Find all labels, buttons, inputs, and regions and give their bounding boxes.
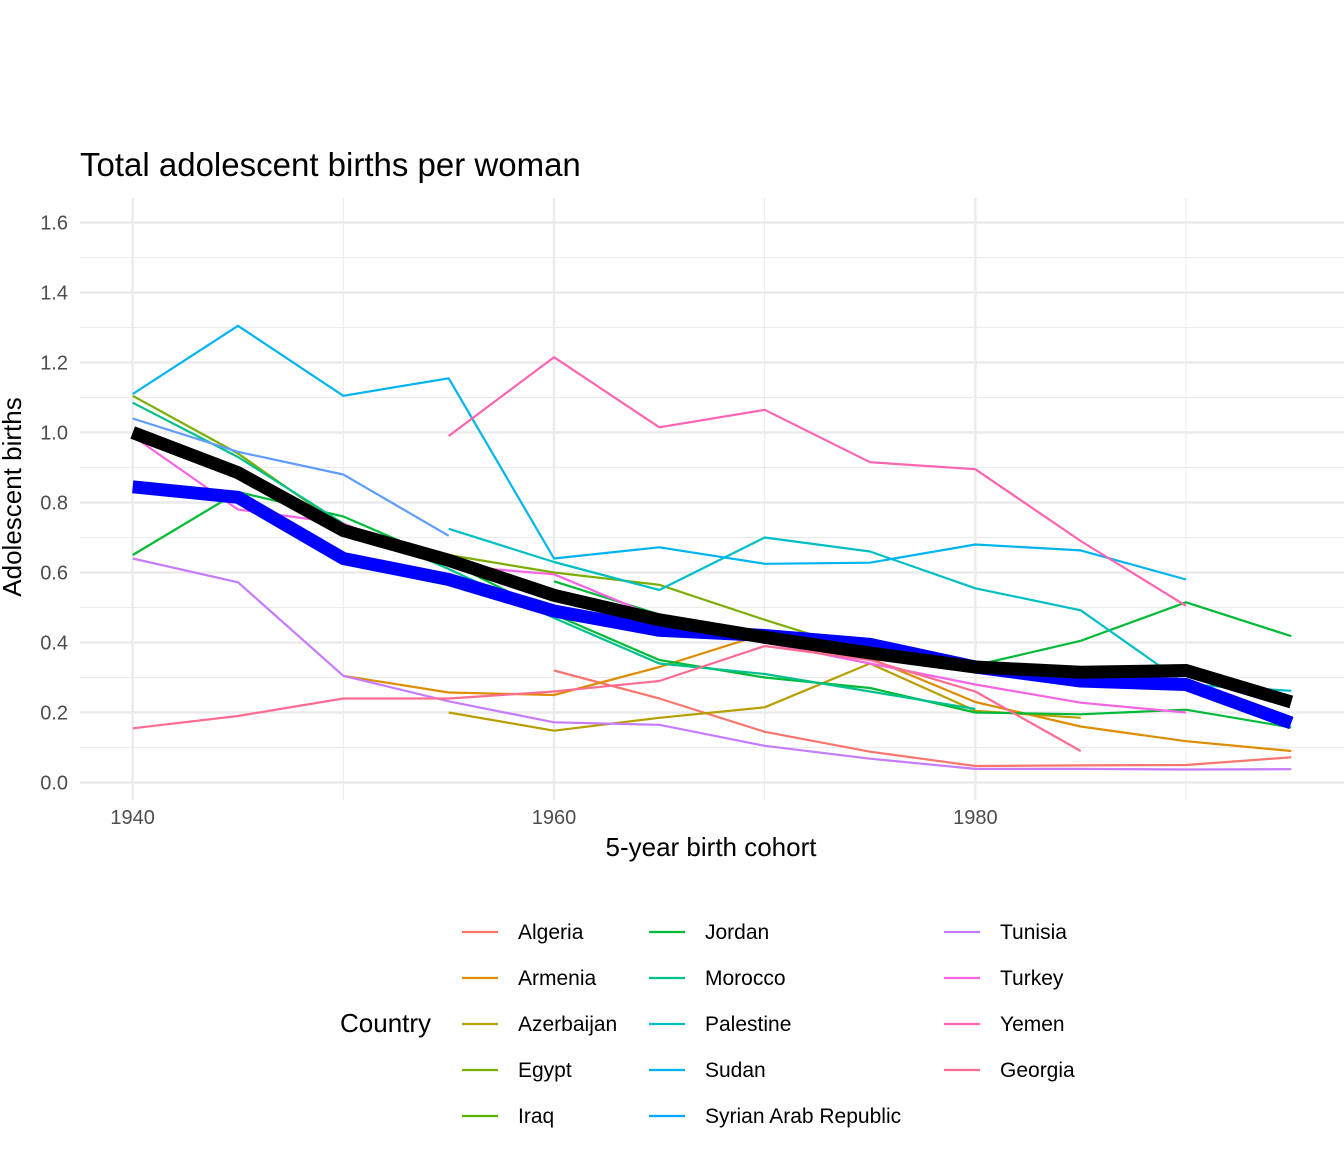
legend-item-turkey: Turkey <box>944 967 1064 990</box>
series-line-tunisia <box>132 557 1292 771</box>
y-tick-label: 1.0 <box>40 423 68 445</box>
legend-label-egypt: Egypt <box>518 1059 572 1082</box>
legend-item-tunisia: Tunisia <box>944 921 1067 944</box>
y-tick-label: 1.4 <box>40 283 68 305</box>
legend-label-armenia: Armenia <box>518 967 597 990</box>
legend-item-palestine: Palestine <box>649 1013 791 1036</box>
legend-item-azerbaijan: Azerbaijan <box>462 1013 617 1036</box>
series-line-algeria <box>553 669 1292 768</box>
legend-label-azerbaijan: Azerbaijan <box>518 1013 617 1036</box>
legend-label-algeria: Algeria <box>518 921 584 944</box>
y-tick-label: 1.6 <box>40 213 68 235</box>
series-line-syrian-arab-republic <box>132 417 450 537</box>
legend-item-sudan: Sudan <box>649 1059 766 1082</box>
legend-label-palestine: Palestine <box>705 1013 791 1036</box>
series-line-average-blue <box>132 480 1294 730</box>
legend-label-sudan: Sudan <box>705 1059 766 1082</box>
legend-label-yemen: Yemen <box>1000 1013 1065 1036</box>
legend-item-algeria: Algeria <box>462 921 584 944</box>
legend-label-syrian-arab-republic: Syrian Arab Republic <box>705 1105 901 1128</box>
series-line-morocco <box>132 401 976 711</box>
y-tick-label: 1.2 <box>40 353 68 375</box>
y-tick-label: 0.4 <box>40 633 68 655</box>
y-axis-label: Adolescent births <box>0 397 27 596</box>
series-line-azerbaijan <box>448 662 1081 732</box>
legend-label-morocco: Morocco <box>705 967 786 990</box>
x-tick-label: 1960 <box>532 807 577 829</box>
legend-item-syrian-arab-republic: Syrian Arab Republic <box>649 1105 901 1128</box>
legend-label-turkey: Turkey <box>1000 967 1064 990</box>
legend-item-iraq: Iraq <box>462 1105 554 1128</box>
legend-item-morocco: Morocco <box>649 967 786 990</box>
series-line-palestine <box>448 527 1292 692</box>
x-axis-label: 5-year birth cohort <box>606 832 818 862</box>
legend-item-egypt: Egypt <box>462 1059 572 1082</box>
series-line-georgia <box>132 644 1082 752</box>
legend-item-georgia: Georgia <box>944 1059 1075 1082</box>
legend-item-jordan: Jordan <box>649 921 769 944</box>
y-tick-label: 0.8 <box>40 493 68 515</box>
series-line-sudan <box>132 324 1187 581</box>
y-tick-label: 0.0 <box>40 773 68 795</box>
legend-item-armenia: Armenia <box>462 967 597 990</box>
y-tick-label: 0.6 <box>40 563 68 585</box>
legend-item-yemen: Yemen <box>944 1013 1065 1036</box>
x-tick-label: 1940 <box>110 807 155 829</box>
legend-label-jordan: Jordan <box>705 921 769 944</box>
series-line-egypt <box>132 394 871 655</box>
legend-label-iraq: Iraq <box>518 1105 554 1128</box>
series-lines <box>130 324 1294 771</box>
legend-label-tunisia: Tunisia <box>1000 921 1067 944</box>
x-tick-label: 1980 <box>953 807 998 829</box>
x-axis-ticks: 1940 1960 1980 <box>110 807 997 829</box>
legend-title: Country <box>340 1008 431 1038</box>
series-line-yemen <box>448 356 1187 607</box>
y-axis-ticks: 0.0 0.2 0.4 0.6 0.8 1.0 1.2 1.4 1.6 <box>40 213 68 795</box>
legend: Algeria Armenia Azerbaijan Egypt Iraq Jordan M… <box>462 921 1075 1128</box>
legend-label-georgia: Georgia <box>1000 1059 1075 1082</box>
series-line-jordan <box>132 490 1292 729</box>
y-tick-label: 0.2 <box>40 703 68 725</box>
series-line-average-black <box>130 426 1294 709</box>
chart-title: Total adolescent births per woman <box>80 146 581 183</box>
